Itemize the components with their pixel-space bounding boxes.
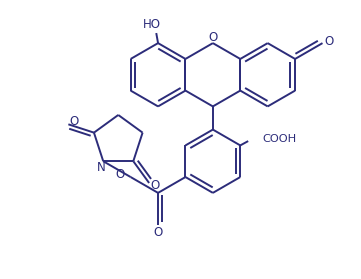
Text: HO: HO [143, 18, 161, 31]
Text: O: O [69, 115, 78, 128]
Text: O: O [324, 35, 334, 48]
Text: N: N [97, 161, 106, 174]
Text: O: O [153, 226, 163, 239]
Text: O: O [115, 169, 124, 181]
Text: O: O [150, 179, 159, 192]
Text: O: O [208, 31, 217, 44]
Text: COOH: COOH [262, 134, 297, 144]
